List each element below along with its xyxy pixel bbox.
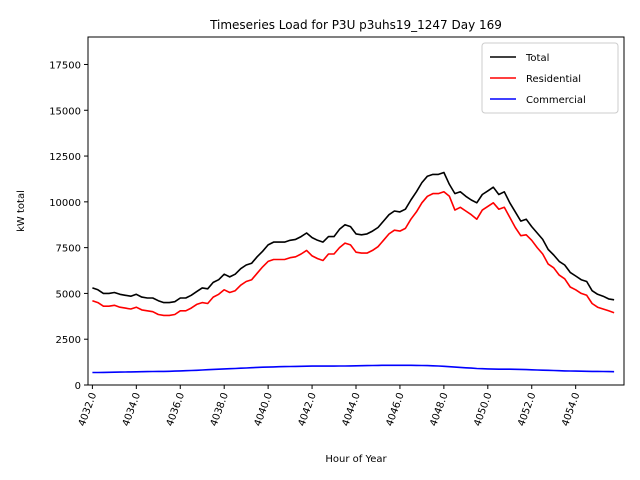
series-line-residential [92,191,615,317]
x-tick-label: 4038.0 [209,391,231,428]
chart-title: Timeseries Load for P3U p3uhs19_1247 Day… [209,18,502,32]
x-tick-label: 4054.0 [560,391,582,428]
legend-label-residential: Residential [526,74,581,85]
y-axis-label: kW total [16,190,27,232]
x-axis: 4032.0 4034.0 4036.0 4038.0 4040.0 4042.0 4044… [77,385,582,428]
x-tick-label: 4042.0 [297,391,319,428]
x-tick-label: 4046.0 [384,391,406,428]
x-tick-label: 4032.0 [77,391,99,428]
y-tick-label: 12500 [49,152,81,163]
series-line-total [92,171,615,304]
y-tick-label: 5000 [56,289,81,300]
x-axis-label: Hour of Year [325,454,387,465]
x-tick-label: 4036.0 [165,391,187,428]
legend-label-total: Total [525,53,549,64]
y-axis: 0 2500 5000 7500 10000 12500 15000 17500 [49,60,88,392]
y-tick-label: 0 [75,381,81,392]
x-tick-label: 4050.0 [472,391,494,428]
legend-label-commercial: Commercial [526,95,586,106]
legend: Total Residential Commercial [481,42,619,114]
x-tick-label: 4040.0 [253,391,275,428]
x-tick-label: 4048.0 [428,391,450,428]
y-tick-label: 15000 [49,106,81,117]
series-layer [92,171,615,374]
y-tick-label: 7500 [56,244,81,255]
series-line-commercial [92,364,615,374]
x-tick-label: 4034.0 [121,391,143,428]
legend-box [481,42,619,114]
x-tick-label: 4044.0 [341,391,363,428]
y-tick-label: 17500 [49,60,81,71]
y-tick-label: 10000 [49,198,81,209]
y-tick-label: 2500 [56,335,81,346]
x-tick-label: 4052.0 [516,391,538,428]
